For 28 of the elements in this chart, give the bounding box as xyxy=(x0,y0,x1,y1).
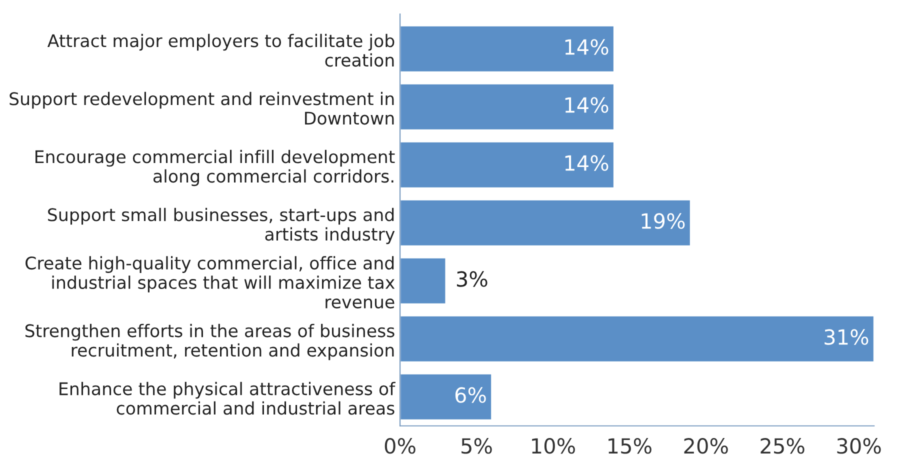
x-tick-label: 10% xyxy=(532,438,575,454)
x-tick-label: 20% xyxy=(684,438,728,454)
x-tick-label: 15% xyxy=(608,438,652,454)
x-tick-label: 0% xyxy=(384,438,416,454)
y-tick-label: Support redevelopment and reinvestment in Downtown xyxy=(10,92,394,125)
data-label: 3% xyxy=(456,271,488,287)
y-tick-label: Enhance the physical attractiveness of commercial and industrial areas xyxy=(60,382,396,415)
data-label: 6% xyxy=(455,387,486,403)
bar xyxy=(400,140,615,189)
bar xyxy=(400,314,874,363)
x-tick-label: 25% xyxy=(760,438,804,454)
bar xyxy=(400,372,492,421)
bar xyxy=(400,198,692,247)
data-label: 31% xyxy=(824,329,868,345)
y-tick-label: Strengthen efforts in the areas of business recruitment, retention and expansion xyxy=(25,324,394,360)
data-label: 14% xyxy=(565,155,608,171)
data-label: 14% xyxy=(565,97,608,113)
bar xyxy=(400,82,615,131)
bar xyxy=(400,24,615,73)
x-tick-label: 5% xyxy=(462,438,492,454)
x-tick-label: 30% xyxy=(837,438,881,454)
y-tick-label: Create high-quality commercial, office and industrial spaces that will maximize tax revenue xyxy=(26,256,395,308)
bar xyxy=(400,256,447,305)
data-label: 14% xyxy=(565,39,608,55)
y-tick-label: Support small businesses, start-ups and artists industry xyxy=(48,208,395,244)
y-tick-label: Encourage commercial infill development along commercial corridors. xyxy=(36,150,395,186)
data-label: 19% xyxy=(642,213,685,229)
y-tick-label: Attract major employers to facilitate job creation xyxy=(47,34,394,67)
